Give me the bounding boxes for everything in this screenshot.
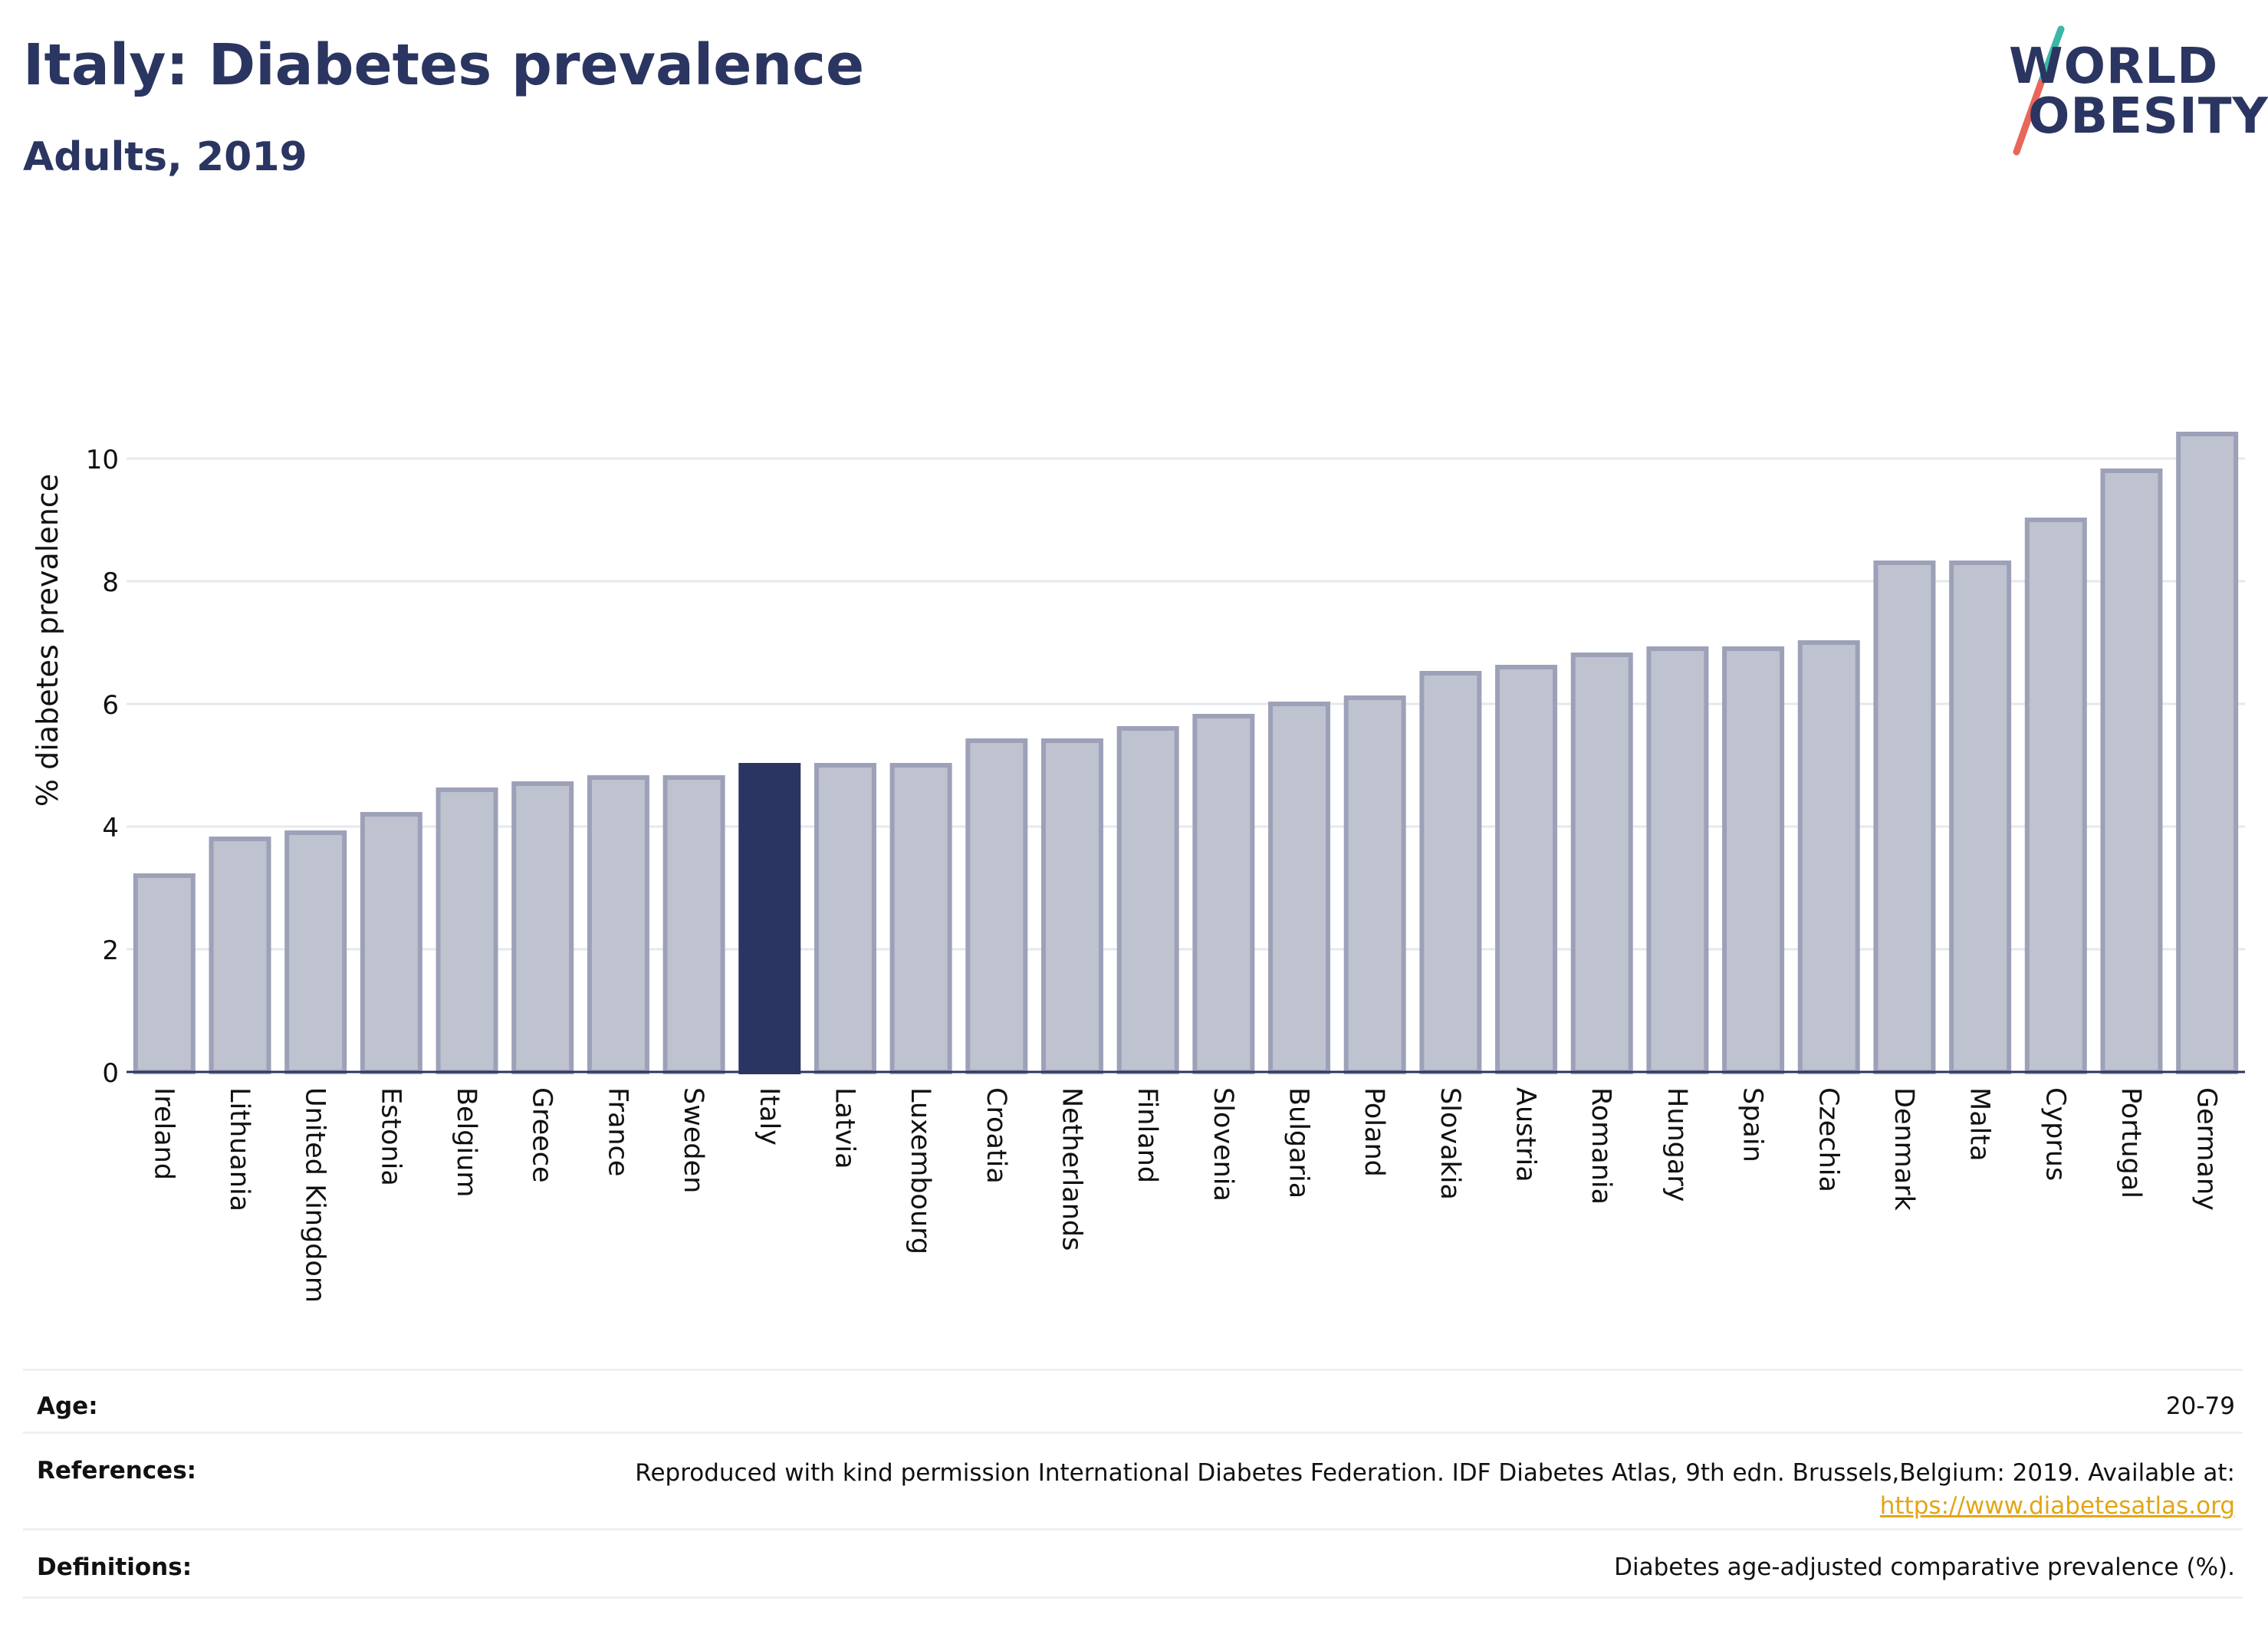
bar-germany — [2176, 432, 2239, 1074]
x-tick-label: United Kingdom — [300, 1087, 330, 1303]
bar-lithuania — [209, 837, 271, 1074]
bar-united-kingdom — [284, 830, 347, 1074]
bar-sweden — [662, 775, 725, 1074]
x-tick-label: Cyprus — [2040, 1087, 2070, 1181]
bar-finland — [1116, 726, 1179, 1074]
bar-italy — [738, 763, 801, 1074]
bar-malta — [1949, 561, 2012, 1074]
x-tick-label: Austria — [1510, 1087, 1541, 1182]
y-tick-label: 2 — [102, 935, 119, 966]
bar-luxembourg — [889, 763, 952, 1074]
x-tick-label: Slovakia — [1435, 1087, 1465, 1200]
bar-denmark — [1873, 561, 1936, 1074]
definitions-label: Definitions: — [37, 1553, 192, 1581]
x-tick-label: Finland — [1132, 1087, 1162, 1183]
x-tick-label: Romania — [1586, 1087, 1616, 1205]
bar-estonia — [360, 812, 422, 1074]
meta-row-definitions: Definitions: Diabetes age-adjusted compa… — [23, 1528, 2243, 1599]
x-tick-label: Czechia — [1813, 1087, 1843, 1192]
y-tick-labels: 0 2 4 6 8 10 — [86, 445, 119, 1089]
bar-netherlands — [1040, 738, 1103, 1074]
bar-slovakia — [1419, 671, 1482, 1074]
x-tick-label: Belgium — [451, 1087, 482, 1198]
x-tick-label: Portugal — [2115, 1087, 2146, 1198]
logo-slash-icon — [2013, 25, 2065, 156]
bar-bulgaria — [1268, 702, 1331, 1074]
x-tick-label: Poland — [1359, 1087, 1389, 1177]
x-tick-label: Lithuania — [224, 1087, 255, 1212]
y-tick-label: 8 — [102, 567, 119, 598]
bar-romania — [1570, 653, 1633, 1074]
bar-greece — [511, 781, 574, 1074]
x-tick-label: Sweden — [678, 1087, 708, 1193]
y-tick-label: 6 — [102, 690, 119, 721]
bars — [133, 432, 2239, 1074]
logo-text-world: WORLD — [2009, 38, 2219, 95]
references-link[interactable]: https://www.diabetesatlas.org — [1879, 1492, 2235, 1520]
meta-row-references: References: Reproduced with kind permiss… — [23, 1432, 2243, 1530]
x-tick-label: Italy — [754, 1087, 784, 1146]
x-tick-label: France — [602, 1087, 633, 1176]
bar-slovenia — [1192, 714, 1255, 1074]
bar-croatia — [965, 738, 1028, 1074]
age-label: Age: — [37, 1392, 98, 1420]
bar-hungary — [1646, 646, 1709, 1074]
x-tick-label: Estonia — [375, 1087, 406, 1186]
references-label: References: — [37, 1457, 197, 1484]
bar-austria — [1495, 665, 1558, 1074]
bar-ireland — [133, 873, 196, 1074]
bar-france — [587, 775, 649, 1074]
bar-belgium — [436, 787, 498, 1074]
bar-czechia — [1797, 640, 1860, 1074]
references-value: Reproduced with kind permission Internat… — [635, 1457, 2235, 1523]
world-obesity-logo: WORLD OBESITY — [1994, 23, 2268, 169]
y-axis-label: % diabetes prevalence — [31, 474, 64, 807]
meta-row-age: Age: 20-79 — [23, 1369, 2243, 1434]
y-tick-label: 0 — [102, 1058, 119, 1089]
chart-title: Italy: Diabetes prevalence — [23, 32, 865, 98]
bar-poland — [1343, 695, 1406, 1074]
logo-text-obesity: OBESITY — [2028, 88, 2268, 145]
x-tick-label: Greece — [527, 1087, 557, 1183]
x-tick-label: Slovenia — [1208, 1087, 1238, 1202]
chart-subtitle: Adults, 2019 — [23, 134, 307, 180]
x-tick-label: Ireland — [148, 1087, 179, 1180]
x-tick-label: Netherlands — [1056, 1087, 1086, 1251]
x-tick-label: Latvia — [829, 1087, 860, 1169]
x-tick-label: Bulgaria — [1284, 1087, 1314, 1198]
references-text: Reproduced with kind permission Internat… — [635, 1459, 2235, 1487]
bar-spain — [1722, 646, 1785, 1074]
x-tick-label: Croatia — [981, 1087, 1011, 1184]
x-tick-label: Spain — [1737, 1087, 1768, 1162]
bar-portugal — [2100, 469, 2163, 1074]
x-tick-label: Malta — [1964, 1087, 1995, 1162]
x-tick-label: Germany — [2191, 1087, 2222, 1211]
bar-cyprus — [2024, 518, 2087, 1074]
x-tick-label: Luxembourg — [905, 1087, 935, 1254]
y-tick-label: 4 — [102, 813, 119, 843]
x-tick-labels: Ireland Lithuania United Kingdom Estonia Bel… — [148, 1087, 2221, 1303]
definitions-value: Diabetes age-adjusted comparative preval… — [1614, 1553, 2235, 1581]
x-tick-label: Hungary — [1662, 1087, 1692, 1202]
age-value: 20-79 — [2165, 1392, 2235, 1420]
bar-latvia — [814, 763, 876, 1074]
bar-chart: 0 2 4 6 8 10 Ireland Lithuania United Kingdom Es… — [31, 432, 2245, 1303]
y-tick-label: 10 — [86, 445, 119, 475]
x-tick-label: Denmark — [1888, 1087, 1919, 1212]
